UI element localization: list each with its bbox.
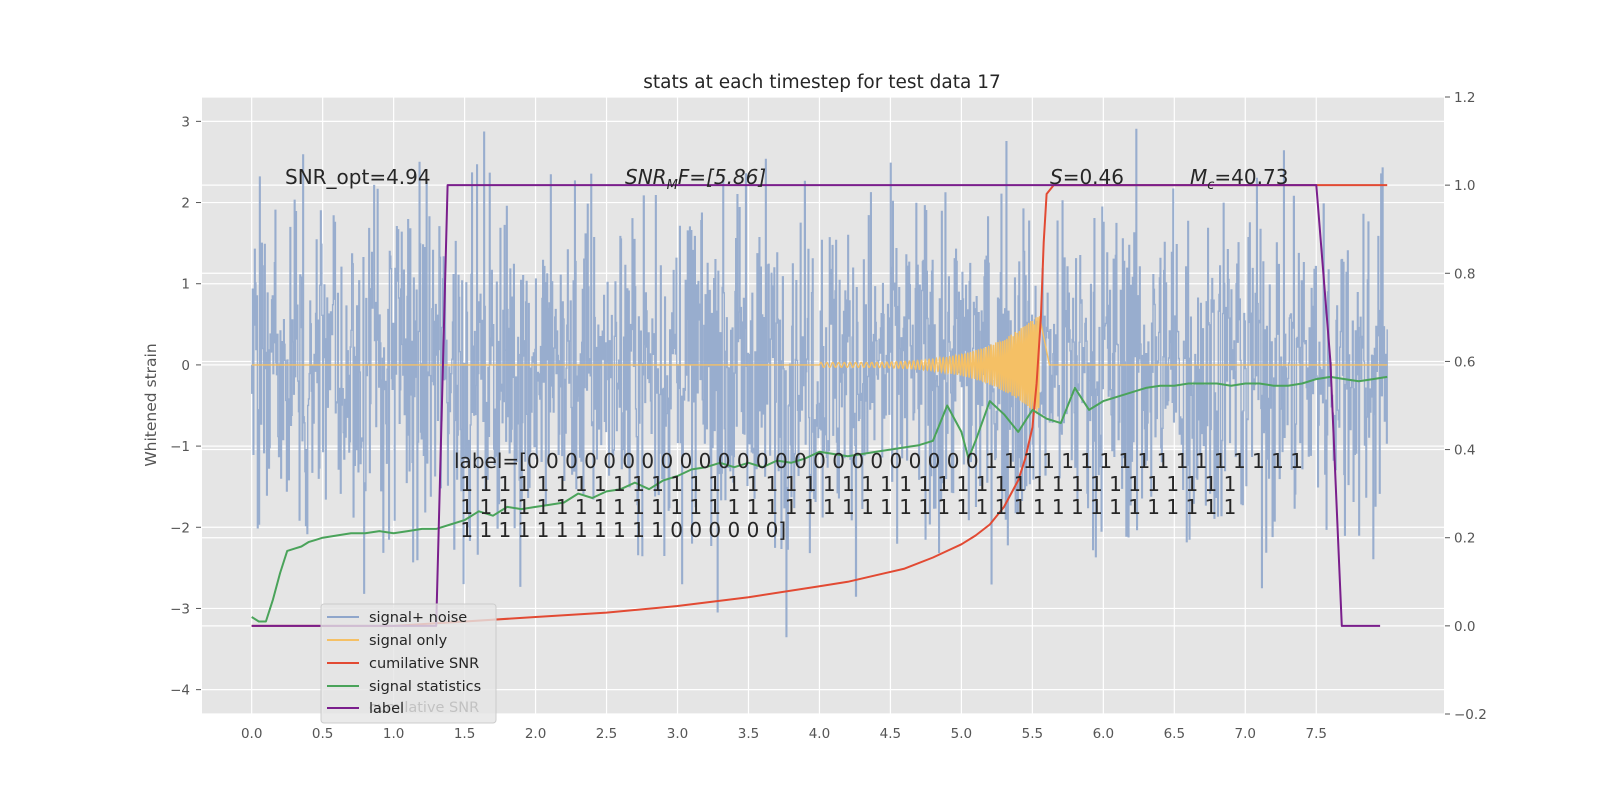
mc-rest: =40.73 [1214,165,1288,189]
label-array-line-4: 1 1 1 1 1 1 1 1 1 1 1 0 0 0 0 0 0] [454,518,786,542]
legend-label-signal-statistics: signal statistics [369,679,481,695]
s-rest: =0.46 [1063,165,1124,189]
signal-noise-series [251,128,1388,638]
legend-label-signal-noise: signal+ noise [369,610,467,626]
label-array-annotation: label=[0 0 0 0 0 0 0 0 0 0 0 0 0 0 0 0 0… [454,449,1303,542]
chart-title: stats at each timestep for test data 17 [643,72,1000,93]
s-annotation: S=0.46 [1050,165,1124,189]
legend: cumilative SNR signal+ noise signal only… [320,603,497,724]
x-tick-label: 0.0 [241,726,262,742]
x-tick-label: 7.0 [1235,726,1256,742]
y-axis-label: Whitened strain [142,343,160,466]
x-tick-label: 5.0 [951,726,972,742]
x-tick-label: 5.5 [1022,726,1043,742]
y-left-tick-label: 0 [181,358,190,374]
x-tick-label: 2.5 [596,726,617,742]
snr-mf-rest: F=[5.86] [678,165,766,189]
legend-box [320,603,497,724]
y-right-tick-label: 0.4 [1454,443,1475,459]
x-tick-label: 4.0 [809,726,830,742]
y-right-tick-label: 0.8 [1454,266,1475,282]
x-tick-label: 4.5 [880,726,901,742]
label-array-line-1: label=[0 0 0 0 0 0 0 0 0 0 0 0 0 0 0 0 0… [454,449,1303,473]
y-left-tick-label: −2 [170,520,190,536]
mc-name: M [1190,165,1207,189]
s-name: S [1050,165,1063,189]
mc-subscript: c [1207,178,1214,193]
snr-mf-name: SNR [625,165,667,189]
y-left-tick-label: 2 [181,196,190,212]
y-right-tick-label: 0.2 [1454,531,1475,547]
label-array-line-2: 1 1 1 1 1 1 1 1 1 1 1 1 1 1 1 1 1 1 1 1 … [454,472,1236,496]
legend-label-signal-only: signal only [369,633,448,649]
axes-ticks: 0.0 0.5 1.0 1.5 2.0 2.5 3.0 3.5 4.0 4.5 5.0 5.5 6.0 6… [170,90,1487,742]
x-tick-label: 1.5 [454,726,475,742]
x-tick-label: 2.0 [525,726,546,742]
y-left-tick-label: −4 [170,683,190,699]
x-tick-label: 1.0 [383,726,404,742]
y-right-tick-label: 1.2 [1454,90,1475,106]
legend-label-label: label [369,701,404,717]
signal-noise-trace [251,128,1388,638]
x-tick-label: 6.5 [1164,726,1185,742]
x-tick-label: 0.5 [312,726,333,742]
x-tick-label: 3.5 [738,726,759,742]
annotations: SNR_opt=4.94 SNRMF=[5.86] S=0.46 Mc=40.7… [285,165,1303,542]
signal-only-series [251,316,1388,414]
snr-mf-annotation: SNRMF=[5.86] [625,165,766,193]
y-left-tick-label: −1 [170,439,190,455]
label-array-line-3: 1 1 1 1 1 1 1 1 1 1 1 1 1 1 1 1 1 1 1 1 … [454,495,1236,519]
y-right-tick-label: −0.2 [1454,707,1487,723]
y-right-tick-label: 1.0 [1454,178,1475,194]
x-tick-label: 6.0 [1093,726,1114,742]
y-right-tick-label: 0.0 [1454,619,1475,635]
y-right-tick-label: 0.6 [1454,354,1475,370]
y-left-tick-label: 3 [181,114,190,130]
snr-opt-annotation: SNR_opt=4.94 [285,165,431,189]
y-left-tick-label: 1 [181,277,190,293]
y-left-tick-label: −3 [170,601,190,617]
legend-ghost-text: cumilative SNR [369,700,479,716]
signal-only-trace [251,316,1388,414]
x-tick-label: 3.0 [667,726,688,742]
x-tick-label: 7.5 [1306,726,1327,742]
legend-label-cumulative-snr: cumilative SNR [369,656,479,672]
mc-annotation: Mc=40.73 [1190,165,1288,193]
snr-mf-subscript: M [667,178,678,193]
